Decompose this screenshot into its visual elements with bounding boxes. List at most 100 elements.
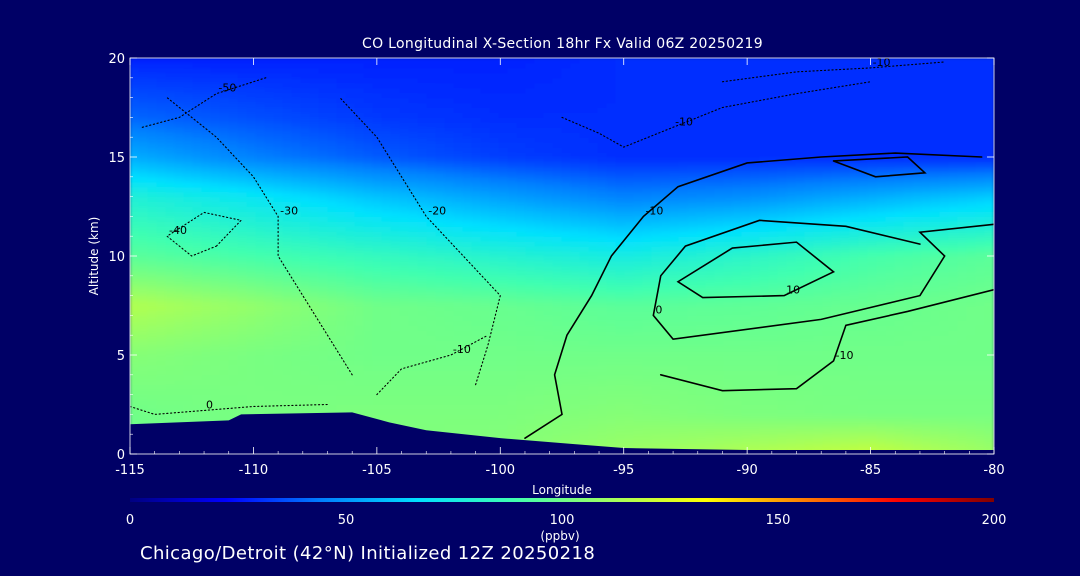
field-cell <box>678 210 689 217</box>
field-cell <box>975 344 986 351</box>
field-cell <box>453 270 464 277</box>
field-cell <box>291 295 302 302</box>
field-cell <box>930 275 941 282</box>
field-cell <box>381 319 392 326</box>
field-cell <box>597 309 608 316</box>
field-cell <box>183 230 194 237</box>
field-cell <box>831 438 842 445</box>
field-cell <box>570 423 581 430</box>
field-cell <box>435 206 446 212</box>
field-cell <box>462 280 473 287</box>
field-cell <box>822 379 833 386</box>
field-cell <box>426 260 437 267</box>
field-cell <box>741 433 752 440</box>
field-cell <box>174 255 185 262</box>
field-cell <box>543 290 554 297</box>
field-cell <box>498 433 509 440</box>
field-cell <box>903 220 914 227</box>
field-cell <box>588 404 599 410</box>
field-cell <box>768 196 779 203</box>
field-cell <box>768 319 779 326</box>
field-cell <box>156 290 167 297</box>
field-cell <box>975 433 986 440</box>
field-cell <box>498 295 509 302</box>
field-cell <box>579 290 590 297</box>
field-cell <box>255 240 266 247</box>
field-cell <box>273 265 284 272</box>
field-cell <box>444 349 455 356</box>
field-cell <box>444 305 455 311</box>
field-cell <box>579 389 590 396</box>
field-cell <box>516 369 527 376</box>
field-cell <box>363 349 374 356</box>
field-cell <box>246 235 257 242</box>
field-cell <box>147 240 158 247</box>
field-cell <box>957 235 968 242</box>
field-cell <box>201 280 212 287</box>
field-cell <box>777 215 788 222</box>
field-cell <box>939 300 950 306</box>
field-cell <box>345 220 356 227</box>
field-cell <box>777 225 788 232</box>
field-cell <box>570 359 581 366</box>
field-cell <box>912 339 923 346</box>
field-cell <box>282 408 293 415</box>
field-cell <box>282 404 293 410</box>
field-cell <box>606 394 617 401</box>
field-cell <box>552 408 563 415</box>
field-cell <box>552 270 563 277</box>
field-cell <box>651 418 662 425</box>
field-cell <box>282 364 293 371</box>
field-cell <box>174 349 185 356</box>
field-cell <box>273 210 284 217</box>
field-cell <box>219 215 230 222</box>
field-cell <box>300 210 311 217</box>
field-cell <box>462 235 473 242</box>
field-cell <box>651 324 662 331</box>
field-cell <box>660 443 671 450</box>
field-cell <box>786 196 797 203</box>
field-cell <box>372 324 383 331</box>
field-cell <box>858 295 869 302</box>
field-cell <box>606 309 617 316</box>
field-cell <box>246 329 257 336</box>
field-cell <box>165 196 176 203</box>
field-cell <box>894 428 905 435</box>
field-cell <box>921 389 932 396</box>
field-cell <box>957 275 968 282</box>
field-cell <box>561 349 572 356</box>
field-cell <box>705 309 716 316</box>
field-cell <box>381 290 392 297</box>
field-cell <box>984 334 994 341</box>
field-cell <box>228 290 239 297</box>
field-cell <box>741 215 752 222</box>
field-cell <box>714 319 725 326</box>
field-cell <box>480 305 491 311</box>
field-cell <box>318 314 329 321</box>
field-cell <box>705 290 716 297</box>
field-cell <box>525 290 536 297</box>
field-cell <box>840 230 851 237</box>
field-cell <box>138 408 149 415</box>
field-cell <box>237 349 248 356</box>
field-cell <box>786 230 797 237</box>
field-cell <box>165 270 176 277</box>
field-cell <box>130 408 140 415</box>
field-cell <box>318 225 329 232</box>
field-cell <box>867 329 878 336</box>
field-cell <box>858 206 869 212</box>
field-cell <box>795 314 806 321</box>
field-cell <box>957 369 968 376</box>
field-cell <box>507 225 518 232</box>
field-cell <box>552 329 563 336</box>
field-cell <box>507 206 518 212</box>
field-cell <box>399 354 410 361</box>
field-cell <box>138 369 149 376</box>
field-cell <box>777 210 788 217</box>
field-cell <box>984 404 994 410</box>
field-cell <box>948 344 959 351</box>
field-cell <box>138 230 149 237</box>
field-cell <box>282 319 293 326</box>
field-cell <box>714 339 725 346</box>
field-cell <box>741 369 752 376</box>
